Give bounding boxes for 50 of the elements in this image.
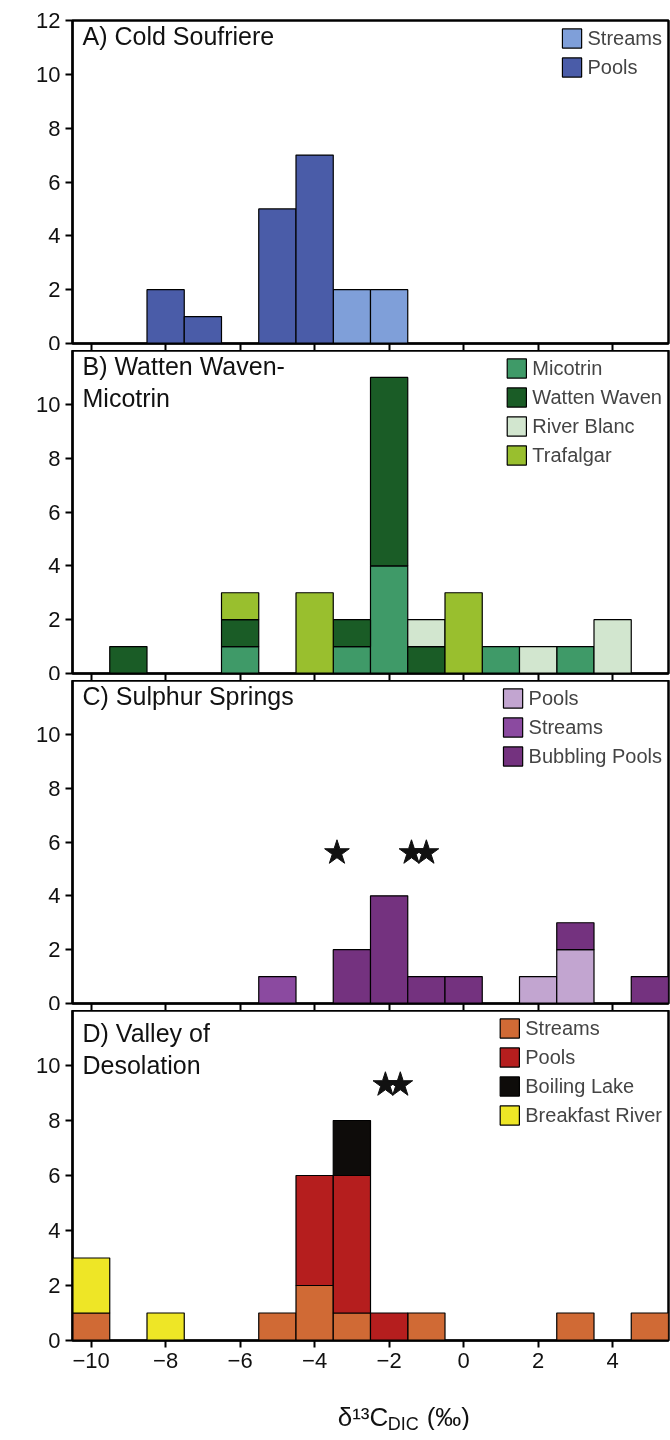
legend-label: Trafalgar [532,443,612,467]
legend-label: Micotrin [532,356,603,380]
y-tick-label: 0 [48,660,61,686]
legend-label: Watten Waven [532,385,662,409]
y-tick-label: 6 [48,1163,61,1188]
y-tick-label: 6 [48,169,61,195]
y-tick-label: 10 [36,61,61,87]
chart-title: C) Sulphur Springs [82,681,294,710]
y-tick-label: 0 [48,330,61,356]
legend-label: Pools [587,55,638,79]
y-tick-label: 10 [36,391,61,417]
text: D) Valley of Desolation [82,1018,210,1079]
legend-label: Breakfast River [525,1103,662,1127]
y-tick-label: 4 [48,553,61,579]
y-tick-label: 4 [48,883,61,909]
x-tick-label: −10 [72,1347,110,1373]
y-tick-label: 12 [36,8,61,33]
x-tick-label: −4 [302,1347,328,1373]
y-tick-label: 10 [36,721,61,747]
y-tick-label: 2 [48,607,61,633]
y-tick-label: 4 [48,223,61,249]
y-tick-label: 4 [48,1218,61,1243]
legend-label: Pools [528,686,579,710]
y-tick-label: 8 [48,775,61,801]
text: B) Watten Waven- Micotrin [82,351,285,412]
legend-label: Boiling Lake [525,1074,635,1098]
legend-label: River Blanc [532,414,635,438]
y-tick-label: 6 [48,499,61,525]
x-tick-label: −8 [153,1347,179,1373]
x-tick-label: 0 [457,1347,470,1373]
x-tick-label: 4 [606,1347,619,1373]
y-tick-label: 8 [48,1108,61,1133]
y-tick-label: 2 [48,277,61,303]
chart-title: A) Cold Soufriere [82,21,275,50]
legend-label: Streams [528,715,604,739]
y-tick-label: 6 [48,829,61,855]
y-tick-label: 0 [48,990,61,1016]
y-tick-label: 8 [48,115,61,141]
x-tick-label: −6 [227,1347,253,1373]
y-tick-label: 2 [48,937,61,963]
legend-label: Streams [587,26,662,50]
x-tick-label: −2 [376,1347,402,1373]
y-tick-label: 0 [48,1328,61,1353]
y-tick-label: 2 [48,1273,61,1298]
x-tick-label: 2 [532,1347,545,1373]
y-tick-label: 8 [48,445,61,471]
legend-label: Streams [525,1016,600,1040]
legend-label: Bubbling Pools [528,744,662,768]
y-tick-label: 10 [36,1053,61,1078]
legend-label: Pools [525,1045,576,1069]
